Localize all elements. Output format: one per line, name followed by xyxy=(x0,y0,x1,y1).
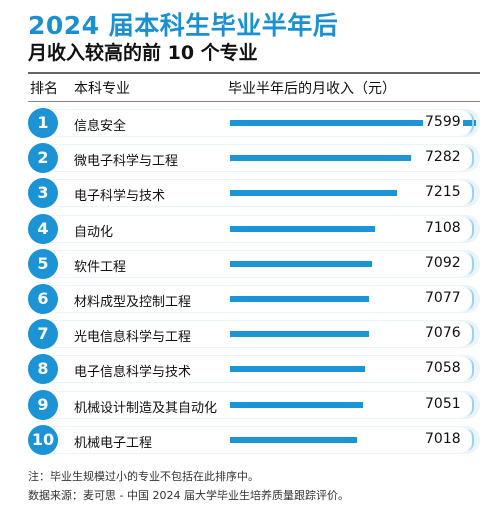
salary-value-label: 7076 xyxy=(423,325,463,342)
major-label: 机械电子工程 xyxy=(74,435,153,451)
salary-bar xyxy=(230,120,476,126)
header-salary: 毕业半年后的月收入（元） xyxy=(228,81,396,97)
rank-badge: 2 xyxy=(28,143,58,174)
bar-end-cap xyxy=(466,182,474,205)
major-label: 电子信息科学与技术 xyxy=(74,365,192,381)
major-label: 信息安全 xyxy=(74,119,127,134)
salary-bar xyxy=(230,401,364,408)
salary-value-label: 7108 xyxy=(423,219,463,236)
salary-bar xyxy=(230,155,411,162)
header-major: 本科专业 xyxy=(74,81,130,97)
bar-row: 6 材料成型及控制工程 7077 xyxy=(28,284,480,314)
salary-bar xyxy=(230,331,369,338)
salary-value-label: 7018 xyxy=(423,430,463,447)
major-label: 机械设计制造及其自动化 xyxy=(74,400,218,416)
major-label: 微电子科学与工程 xyxy=(74,154,179,170)
bar-end-cap xyxy=(466,393,474,416)
salary-bar xyxy=(230,260,372,267)
salary-value-label: 7051 xyxy=(423,395,463,412)
header-rule xyxy=(28,101,480,102)
bar-end-cap xyxy=(466,217,474,240)
rank-badge: 8 xyxy=(28,354,58,385)
rank-badge: 3 xyxy=(28,178,58,209)
bar-end-cap xyxy=(466,323,474,346)
bar-end-cap xyxy=(466,288,474,310)
footnote: 注：毕业生规模过小的专业不包括在此排序中。 xyxy=(28,470,259,483)
bar-end-cap xyxy=(466,147,474,170)
major-label: 光电信息科学与工程 xyxy=(74,330,192,346)
salary-value-label: 7092 xyxy=(423,254,463,271)
salary-bar xyxy=(230,366,365,373)
bar-row: 4 自动化 7108 xyxy=(28,213,480,244)
major-label: 自动化 xyxy=(74,224,114,240)
bar-row: 2 微电子科学与工程 7282 xyxy=(28,143,480,174)
bar-row: 9 机械设计制造及其自动化 7051 xyxy=(28,389,480,420)
bar-row: 8 电子信息科学与技术 7058 xyxy=(28,354,480,385)
rank-badge: 7 xyxy=(28,319,58,350)
bar-row: 7 光电信息科学与工程 7076 xyxy=(28,319,480,350)
bar-row: 3 电子科学与技术 7215 xyxy=(28,178,480,209)
rank-badge: 6 xyxy=(28,284,58,314)
data-source: 数据来源：麦可思 - 中国 2024 届大学毕业生培养质量跟踪评价。 xyxy=(28,489,349,502)
salary-value-label: 7599 xyxy=(423,114,463,130)
salary-bar xyxy=(230,436,357,443)
page-subtitle: 月收入较高的前 10 个专业 xyxy=(28,42,258,64)
salary-bar xyxy=(230,296,369,302)
page-title: 2024 届本科生毕业半年后 xyxy=(28,11,339,40)
salary-value-label: 7058 xyxy=(423,360,463,377)
bar-end-cap xyxy=(466,112,474,134)
bar-end-cap xyxy=(466,252,474,275)
major-label: 电子科学与技术 xyxy=(74,189,166,205)
salary-value-label: 7077 xyxy=(423,290,463,306)
rank-badge: 5 xyxy=(28,248,58,279)
bar-row: 1 信息安全 7599 xyxy=(28,108,480,138)
salary-bar xyxy=(230,190,398,197)
rank-badge: 9 xyxy=(28,389,58,420)
bar-row: 10 机械电子工程 7018 xyxy=(28,424,480,455)
major-label: 材料成型及控制工程 xyxy=(74,295,192,310)
rank-badge: 4 xyxy=(28,213,58,244)
salary-bar xyxy=(230,225,376,232)
bar-row: 5 软件工程 7092 xyxy=(28,248,480,279)
rank-badge: 10 xyxy=(28,424,58,455)
top-rule xyxy=(28,72,480,74)
salary-value-label: 7282 xyxy=(423,149,463,166)
salary-value-label: 7215 xyxy=(423,184,463,201)
bar-end-cap xyxy=(466,428,474,451)
rank-badge: 1 xyxy=(28,108,58,138)
major-label: 软件工程 xyxy=(74,259,127,275)
bar-end-cap xyxy=(466,358,474,381)
header-rank: 排名 xyxy=(30,81,58,97)
